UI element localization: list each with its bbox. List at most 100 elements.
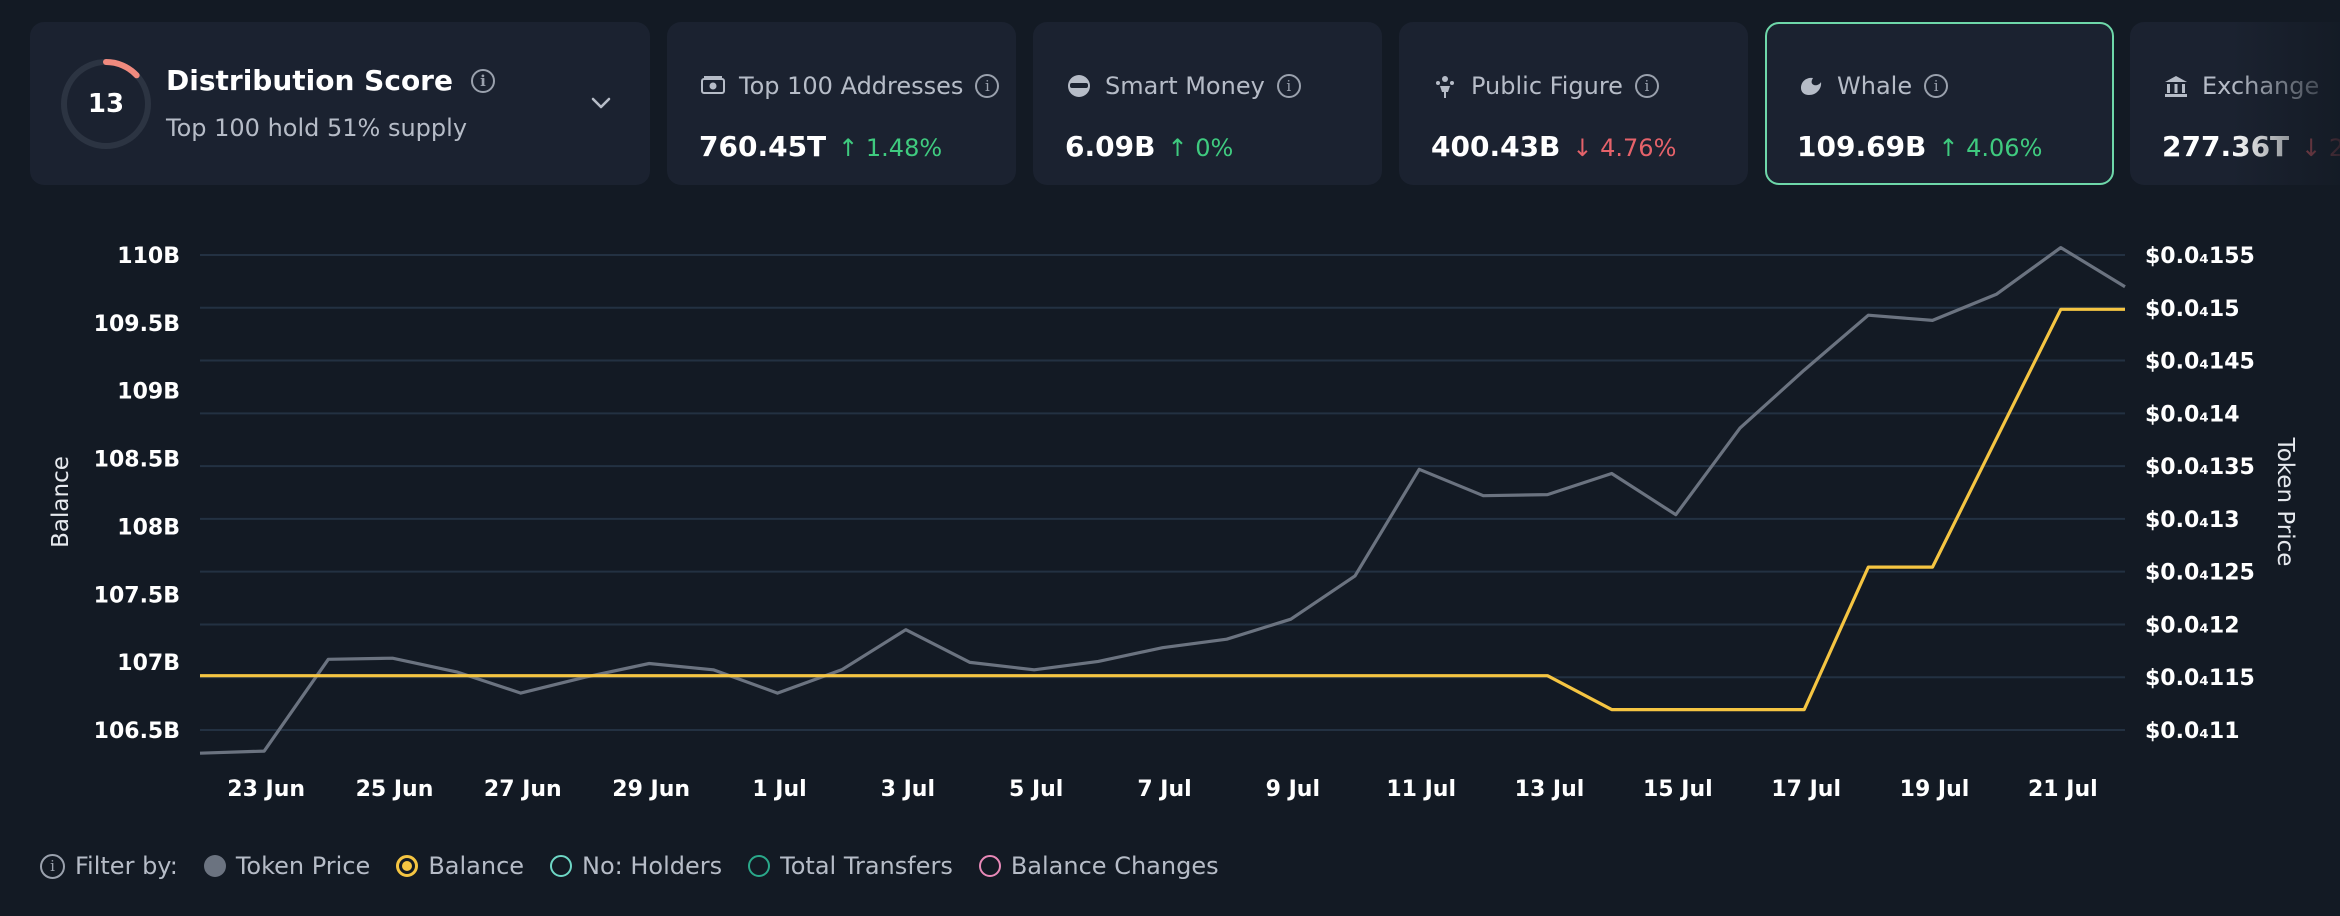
balance-series-line[interactable] xyxy=(200,307,2125,712)
spy-icon xyxy=(1068,75,1090,97)
legend-label: Balance xyxy=(428,852,525,880)
info-icon[interactable]: i xyxy=(1634,74,1659,98)
right-tick-label: $0.0₄135 xyxy=(2145,455,2255,480)
stat-label: Whale xyxy=(1837,72,1913,100)
legend-swatch xyxy=(396,855,419,877)
left-tick-label: 107.5B xyxy=(94,583,180,608)
left-axis-title: Balance xyxy=(48,456,74,548)
token-price-series-line[interactable] xyxy=(199,245,2126,755)
x-tick-label: 13 Jul xyxy=(1515,777,1585,802)
x-tick-label: 11 Jul xyxy=(1386,777,1456,802)
stat-label: Public Figure xyxy=(1471,72,1623,100)
stat-change-value: 4.06% xyxy=(1966,134,2043,162)
x-tick-label: 3 Jul xyxy=(881,777,935,802)
x-tick-label: 17 Jul xyxy=(1771,777,1841,802)
left-tick-label: 106.5B xyxy=(94,719,180,744)
chart-series xyxy=(199,245,2126,755)
right-tick-label: $0.0₄11 xyxy=(2145,719,2240,744)
stat-label: Top 100 Addresses xyxy=(739,72,964,100)
stat-value: 109.69B xyxy=(1797,130,1927,163)
right-tick-label: $0.0₄13 xyxy=(2145,508,2240,533)
stat-change: ↑ 0% xyxy=(1167,134,1233,162)
legend-item-balance[interactable]: Balance xyxy=(396,852,524,880)
legend-item-token-price[interactable]: Token Price xyxy=(203,852,370,880)
stat-header: Top 100 Addresses i xyxy=(699,72,1000,100)
distribution-score-title: Distribution Score i xyxy=(166,64,495,97)
stat-change: ↓ 4.76% xyxy=(1572,134,1676,162)
chart-legend: i Filter by: Token Price Balance No: Hol… xyxy=(40,852,1245,880)
left-tick-label: 107B xyxy=(117,651,180,676)
legend-label: No: Holders xyxy=(582,852,723,880)
left-tick-label: 108.5B xyxy=(94,448,180,473)
chevron-down-icon[interactable] xyxy=(588,90,614,116)
x-axis-ticks: 23 Jun 25 Jun 27 Jun 29 Jun 1 Jul 3 Jul 5 Jul 7… xyxy=(227,777,2097,802)
stat-card-smart-money[interactable]: Smart Money i 6.09B ↑ 0% xyxy=(1033,22,1382,185)
chart-gridlines xyxy=(200,254,2125,731)
stat-card-top-100[interactable]: Top 100 Addresses i 760.45T ↑ 1.48% xyxy=(667,22,1016,185)
filter-label-group: i Filter by: xyxy=(40,852,178,880)
stat-change-value: 4.76% xyxy=(1600,134,1677,162)
legend-item-holders[interactable]: No: Holders xyxy=(550,852,722,880)
stat-value-row: 109.69B ↑ 4.06% xyxy=(1797,130,2042,163)
stat-change-value: 0% xyxy=(1195,134,1234,162)
x-tick-label: 1 Jul xyxy=(752,777,806,802)
right-tick-label: $0.0₄155 xyxy=(2145,244,2255,269)
x-tick-label: 5 Jul xyxy=(1009,777,1063,802)
stat-value: 400.43B xyxy=(1431,130,1561,163)
stat-card-whale[interactable]: Whale i 109.69B ↑ 4.06% xyxy=(1765,22,2114,185)
stat-header: Public Figure i xyxy=(1431,72,1659,100)
right-axis-ticks: $0.0₄11 $0.0₄115 $0.0₄12 $0.0₄125 $0.0₄13 $0.… xyxy=(2145,244,2255,744)
left-tick-label: 110B xyxy=(117,244,180,269)
stat-value-row: 760.45T ↑ 1.48% xyxy=(699,130,942,163)
info-icon[interactable]: i xyxy=(470,68,495,93)
right-tick-label: $0.0₄12 xyxy=(2145,613,2240,638)
figure-icon xyxy=(1436,76,1454,98)
right-tick-label: $0.0₄15 xyxy=(2145,297,2240,322)
legend-swatch xyxy=(748,855,771,877)
stat-value: 6.09B xyxy=(1065,130,1156,163)
stat-value-row: 400.43B ↓ 4.76% xyxy=(1431,130,1676,163)
left-tick-label: 109.5B xyxy=(94,312,180,337)
info-icon[interactable]: i xyxy=(1924,74,1949,98)
score-arc xyxy=(61,59,151,149)
legend-label: Total Transfers xyxy=(780,852,953,880)
arrow-down-icon: ↓ xyxy=(1572,134,1593,162)
legend-item-total-transfers[interactable]: Total Transfers xyxy=(748,852,953,880)
right-tick-label: $0.0₄125 xyxy=(2145,561,2255,586)
x-tick-label: 7 Jul xyxy=(1137,777,1191,802)
stat-change: ↑ 4.06% xyxy=(1938,134,2042,162)
legend-swatch xyxy=(978,855,1001,877)
legend-swatch xyxy=(550,855,573,877)
left-tick-label: 109B xyxy=(117,380,180,405)
arrow-up-icon: ↑ xyxy=(838,134,859,162)
legend-swatch xyxy=(203,855,226,877)
stat-value: 760.45T xyxy=(699,130,827,163)
balance-price-chart[interactable]: 106.5B 107B 107.5B 108B 108.5B 109B 109.5B 110B… xyxy=(0,210,2340,820)
legend-item-balance-changes[interactable]: Balance Changes xyxy=(978,852,1219,880)
distribution-subtitle: Top 100 hold 51% supply xyxy=(166,114,468,142)
whale-icon xyxy=(1801,77,1822,95)
stat-value-row: 6.09B ↑ 0% xyxy=(1065,130,1233,163)
money-icon xyxy=(701,76,725,94)
left-tick-label: 108B xyxy=(117,515,180,540)
right-tick-label: $0.0₄14 xyxy=(2145,402,2240,427)
arrow-up-icon: ↑ xyxy=(1167,134,1188,162)
stat-change-value: 1.48% xyxy=(865,134,943,162)
x-tick-label: 19 Jul xyxy=(1900,777,1970,802)
x-tick-label: 9 Jul xyxy=(1266,777,1320,802)
distribution-score-card[interactable]: 13 Distribution Score i Top 100 hold 51%… xyxy=(30,22,650,185)
stat-header: Smart Money i xyxy=(1065,72,1301,100)
info-icon[interactable]: i xyxy=(975,74,1000,98)
right-tick-label: $0.0₄115 xyxy=(2145,666,2255,691)
info-icon[interactable]: i xyxy=(1276,74,1301,98)
x-tick-label: 23 Jun xyxy=(227,777,305,802)
stat-card-public-figure[interactable]: Public Figure i 400.43B ↓ 4.76% xyxy=(1399,22,1748,185)
right-axis-title: Token Price xyxy=(2272,437,2298,567)
distribution-score-value: 13 xyxy=(87,89,125,119)
left-axis-ticks: 106.5B 107B 107.5B 108B 108.5B 109B 109.5B 110B xyxy=(94,244,180,744)
stat-header: Whale i xyxy=(1797,72,1949,100)
info-icon[interactable]: i xyxy=(40,853,65,879)
x-tick-label: 15 Jul xyxy=(1643,777,1713,802)
filter-label: Filter by: xyxy=(75,852,178,880)
overflow-fade xyxy=(2230,22,2340,185)
